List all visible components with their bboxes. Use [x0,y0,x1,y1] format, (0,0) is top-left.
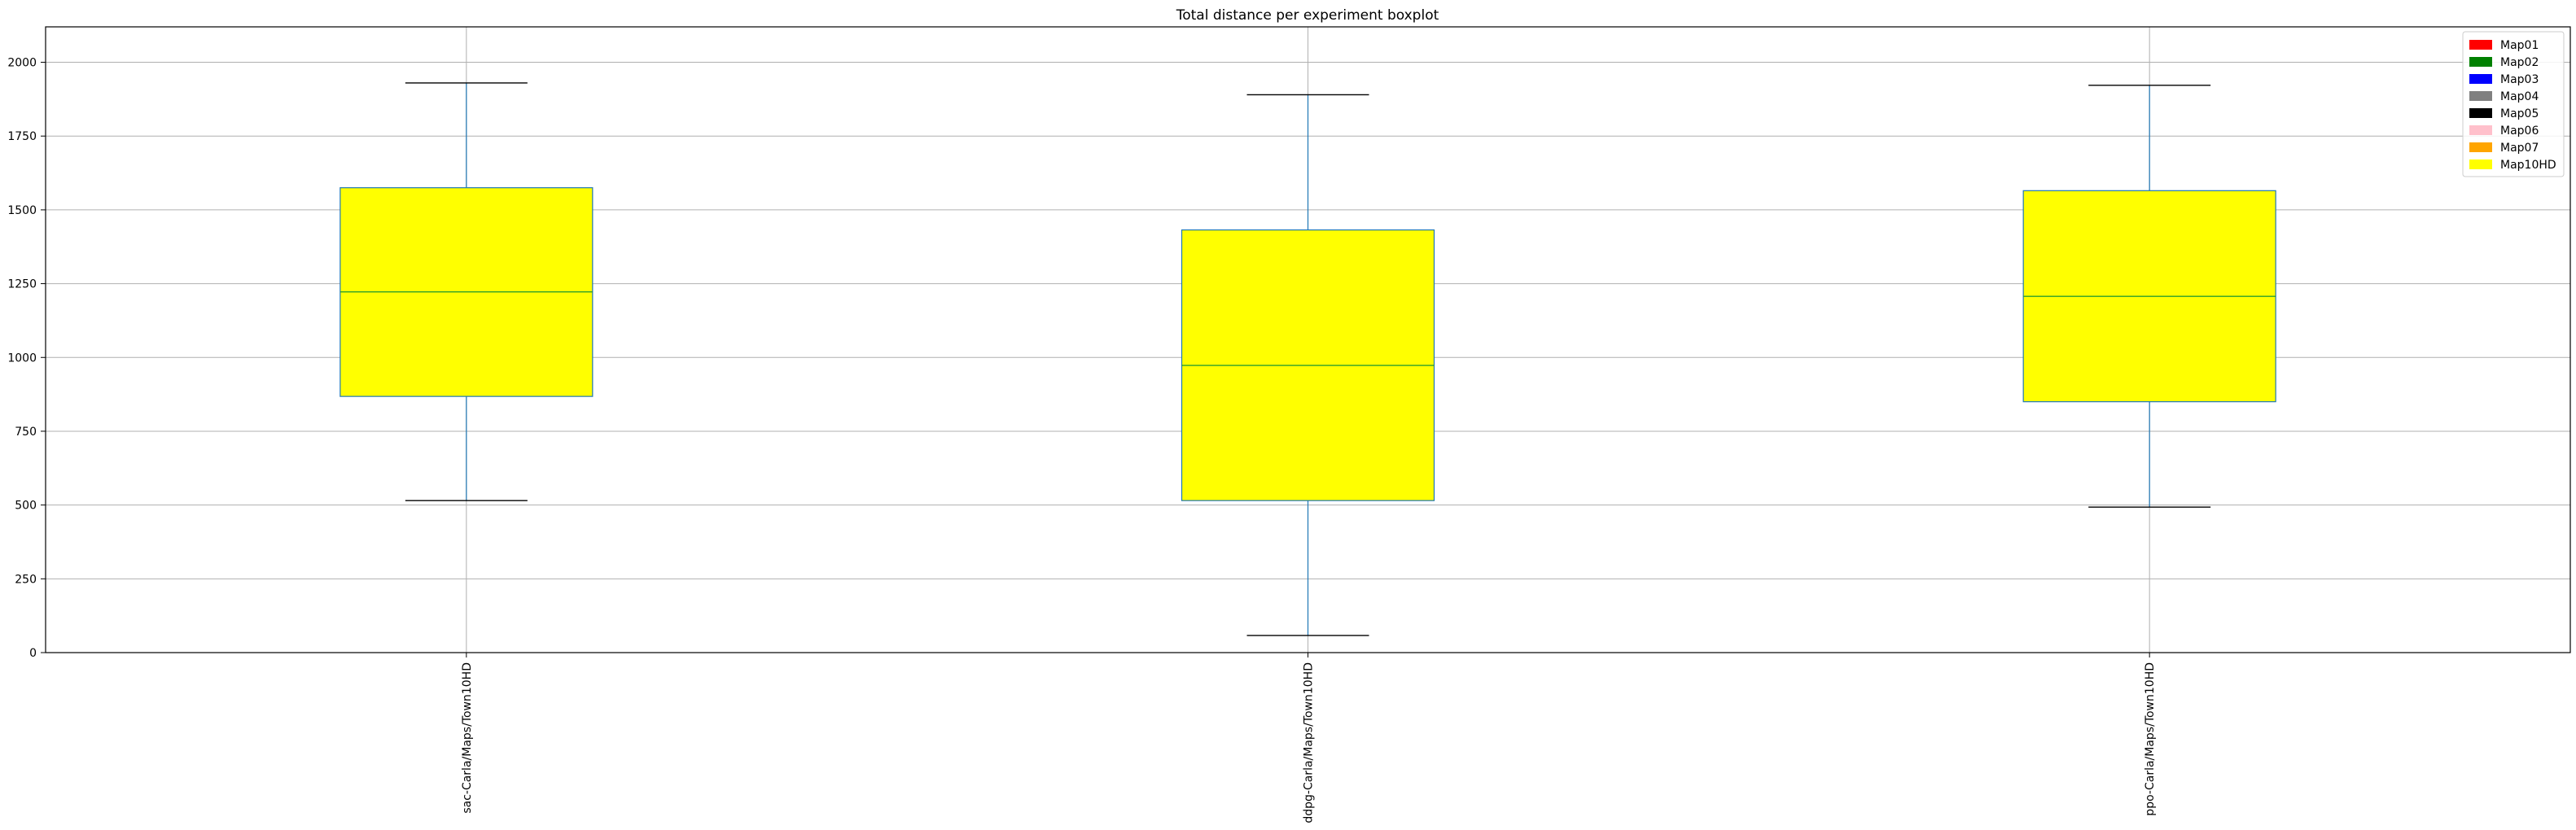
y-tick-label: 250 [15,573,37,586]
legend-label: Map10HD [2500,159,2556,172]
legend-swatch [2469,142,2492,152]
legend-swatch [2469,108,2492,118]
legend-frame [2462,31,2565,177]
y-tick-label: 0 [29,647,37,660]
y-tick-label: 1500 [7,204,37,217]
box-group [2022,85,2276,508]
chart-title: Total distance per experiment boxplot [1176,7,1439,24]
x-tick-label: ppo-Carla/Maps/Town10HD [2144,662,2157,816]
legend-label: Map03 [2500,73,2539,86]
legend-swatch [2469,74,2492,84]
legend-swatch [2469,91,2492,101]
legend-label: Map02 [2500,56,2539,69]
legend-swatch [2469,57,2492,67]
legend-swatch [2469,159,2492,169]
legend-label: Map07 [2500,142,2539,155]
box-group [340,82,594,501]
legend-label: Map05 [2500,107,2539,120]
legend-label: Map06 [2500,124,2539,138]
y-tick-label: 500 [15,500,37,513]
legend-label: Map01 [2500,39,2539,52]
legend-swatch [2469,40,2492,50]
y-tick-label: 2000 [7,57,37,70]
y-tick-label: 1750 [7,130,37,143]
y-tick-label: 750 [15,426,37,439]
y-tick-label: 1250 [7,278,37,291]
legend: Map01 Map02 Map03 Map04 Map05 Map06 Map07 Map10… [2462,31,2565,177]
x-tick-label: ddpg-Carla/Maps/Town10HD [1303,662,1316,823]
legend-swatch [2469,125,2492,135]
box-layer [340,82,2276,636]
axis-layer: 0 250 500 750 1000 1250 1500 1750 2000 sac-Carla/… [7,57,2157,823]
y-tick-label: 1000 [7,352,37,365]
box-group [1181,94,1435,636]
legend-label: Map04 [2500,90,2539,103]
x-tick-label: sac-Carla/Maps/Town10HD [461,662,474,814]
